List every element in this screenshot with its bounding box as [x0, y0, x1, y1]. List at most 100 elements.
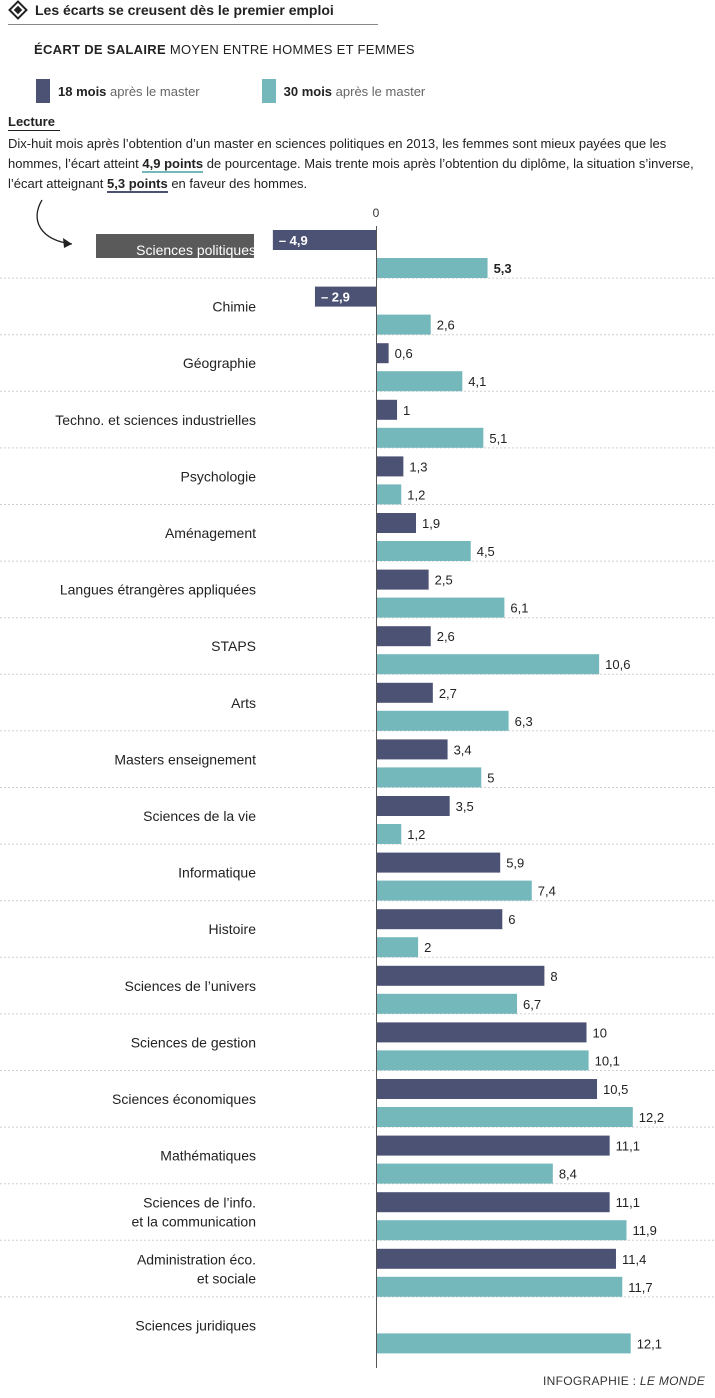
- value-label-18-mois: 10: [593, 1025, 607, 1040]
- lecture-text: Dix-huit mois après l’obtention d’un mas…: [8, 134, 698, 194]
- category-label: Sciences de l’univers: [124, 978, 256, 994]
- bar-30-mois: [376, 880, 532, 901]
- value-label-18-mois: 2,5: [435, 573, 453, 588]
- bar-30-mois: [376, 993, 518, 1014]
- credit-prefix: INFOGRAPHIE :: [543, 1374, 640, 1388]
- legend-swatch-navy: [36, 79, 50, 103]
- category-label: Sciences économiques: [112, 1091, 256, 1107]
- value-label-30-mois: 11,7: [628, 1280, 652, 1295]
- value-label-18-mois: 1,3: [409, 459, 427, 474]
- category-label: Chimie: [212, 299, 256, 315]
- category-label: STAPS: [211, 638, 256, 654]
- lecture-part: en faveur des hommes.: [167, 176, 308, 191]
- bar-30-mois: [376, 1050, 589, 1071]
- category-label: Sciences politiques: [136, 242, 256, 258]
- bar-18-mois: [376, 796, 450, 816]
- bar-18-mois: [376, 965, 545, 986]
- category-label: Géographie: [183, 355, 256, 371]
- subtitle-rest: MOYEN ENTRE HOMMES ET FEMMES: [165, 42, 415, 57]
- bar-18-mois: [272, 230, 376, 250]
- category-label: Langues étrangères appliquées: [60, 582, 256, 598]
- category-label: Psychologie: [181, 468, 257, 484]
- category-label: Aménagement: [165, 525, 256, 541]
- category-label: Sciences de gestion: [131, 1034, 256, 1050]
- category-label: Histoire: [209, 921, 257, 937]
- value-label-18-mois: 10,5: [603, 1082, 628, 1097]
- bar-18-mois: [376, 909, 503, 930]
- value-label-18-mois: 2,7: [439, 686, 457, 701]
- value-label-18-mois: 8: [550, 969, 557, 984]
- bar-30-mois: [376, 314, 431, 335]
- bar-30-mois: [376, 710, 509, 731]
- bar-18-mois: [376, 456, 404, 477]
- bar-18-mois: [376, 1135, 610, 1156]
- value-label-18-mois: 11,1: [616, 1139, 640, 1154]
- value-label-30-mois: 10,1: [595, 1053, 620, 1068]
- value-label-30-mois: 2,6: [437, 318, 455, 333]
- credit-brand: LE MONDE: [639, 1374, 705, 1388]
- category-label: et la communication: [131, 1214, 256, 1230]
- bar-18-mois: [376, 1079, 598, 1099]
- value-label-18-mois: 1: [403, 403, 410, 418]
- value-label-18-mois: – 2,9: [321, 290, 350, 305]
- bar-18-mois: [376, 343, 389, 364]
- bar-30-mois: [376, 1333, 631, 1354]
- category-label: Sciences de l’info.: [143, 1195, 256, 1211]
- value-label-30-mois: 7,4: [538, 884, 556, 899]
- category-label-highlight: [96, 234, 254, 258]
- lecture-part: Dix-huit mois après l’obtention d’un mas…: [8, 136, 667, 171]
- bar-18-mois: [376, 852, 501, 873]
- value-label-30-mois: 10,6: [605, 657, 630, 672]
- value-label-30-mois: 1,2: [407, 827, 425, 842]
- bar-18-mois: [376, 1022, 587, 1043]
- bar-30-mois: [376, 654, 600, 675]
- category-label: Arts: [231, 695, 256, 711]
- chart-title: Les écarts se creusent dès le premier em…: [35, 2, 334, 18]
- category-label: Masters enseignement: [114, 751, 256, 767]
- value-label-30-mois: 5,1: [489, 431, 507, 446]
- legend: 18 mois après le master 30 mois après le…: [36, 79, 425, 103]
- category-label: Sciences juridiques: [135, 1317, 256, 1333]
- annotation-arrow: [36, 199, 73, 245]
- legend-strong-label: 30 mois: [283, 83, 333, 99]
- value-label-18-mois: 2,6: [437, 629, 455, 644]
- value-label-30-mois: 6,3: [515, 714, 533, 729]
- bar-30-mois: [376, 1220, 627, 1241]
- category-label: Informatique: [178, 865, 256, 881]
- value-label-30-mois: 6,1: [510, 601, 528, 616]
- value-label-30-mois: 2: [424, 940, 431, 955]
- value-label-18-mois: 11,1: [616, 1195, 640, 1210]
- annotation-arrowhead: [63, 238, 72, 248]
- value-label-30-mois: 6,7: [523, 997, 541, 1012]
- bar-30-mois: [376, 597, 505, 618]
- value-label-30-mois: 5,3: [494, 261, 512, 276]
- chart-subtitle: ÉCART DE SALAIRE MOYEN ENTRE HOMMES ET F…: [34, 42, 415, 57]
- bar-30-mois: [376, 1163, 553, 1184]
- value-label-30-mois: 8,4: [559, 1167, 577, 1182]
- category-label: Mathématiques: [160, 1148, 256, 1164]
- bar-30-mois: [376, 427, 484, 448]
- bar-30-mois: [376, 767, 482, 788]
- value-label-30-mois: 4,5: [477, 544, 495, 559]
- legend-item-30-mois: 30 mois après le master: [261, 79, 426, 103]
- bar-18-mois: [314, 286, 376, 307]
- bar-30-mois: [376, 1276, 623, 1297]
- bar-18-mois: [376, 399, 398, 420]
- bar-30-mois: [376, 937, 419, 958]
- value-label-30-mois: 4,1: [468, 374, 486, 389]
- bar-30-mois: [376, 484, 402, 505]
- bar-18-mois: [376, 569, 429, 590]
- legend-rest-label: après le master: [332, 83, 426, 99]
- bar-30-mois: [376, 541, 471, 561]
- bar-30-mois: [376, 1107, 633, 1127]
- category-label: et sociale: [197, 1270, 256, 1286]
- bar-18-mois: [376, 1192, 610, 1213]
- bar-18-mois: [376, 1248, 616, 1269]
- value-label-30-mois: 11,9: [632, 1223, 656, 1238]
- zero-tick-label: 0: [373, 206, 380, 220]
- bar-30-mois: [376, 824, 402, 844]
- credit: INFOGRAPHIE : LE MONDE: [543, 1374, 705, 1388]
- value-label-30-mois: 12,1: [637, 1336, 662, 1351]
- value-label-18-mois: – 4,9: [279, 233, 308, 248]
- bar-30-mois: [376, 258, 488, 278]
